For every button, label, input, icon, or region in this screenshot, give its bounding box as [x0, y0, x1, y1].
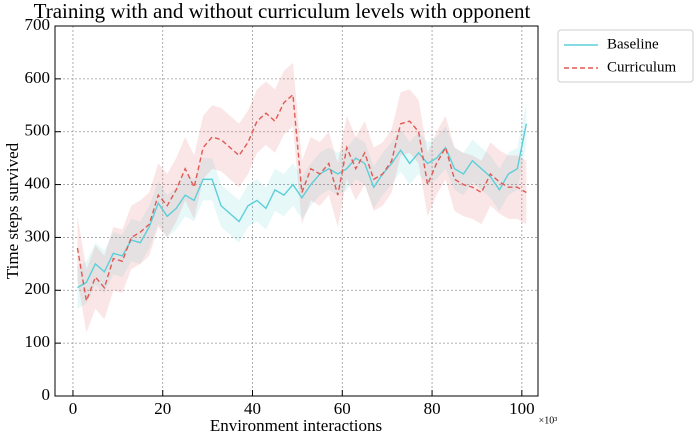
y-tick-label: 200	[25, 279, 51, 298]
y-tick-label: 400	[25, 173, 51, 192]
x-tick-label: 100	[509, 399, 535, 418]
chart-title: Training with and without curriculum lev…	[34, 0, 531, 23]
legend: Baseline Curriculum	[557, 29, 694, 83]
legend-box	[557, 29, 694, 83]
plot-frame	[54, 25, 539, 397]
y-tick-label: 0	[42, 385, 51, 404]
y-tick-label: 300	[25, 226, 51, 245]
x-tick-label: 60	[334, 399, 351, 418]
x-tick-label: 0	[69, 399, 78, 418]
y-tick-label: 700	[25, 15, 51, 34]
error-band	[77, 102, 527, 309]
y-tick-label: 100	[25, 332, 51, 351]
x-offset-label: ×10³	[539, 415, 558, 426]
series-line	[77, 123, 528, 289]
legend-label: Curriculum	[607, 59, 676, 75]
legend-label: Baseline	[607, 36, 659, 52]
x-axis-label: Environment interactions	[210, 416, 382, 435]
series-line	[76, 93, 527, 304]
x-tick-label: 40	[244, 399, 261, 418]
y-tick-label: 500	[25, 121, 51, 140]
y-tick-label: 600	[25, 68, 51, 87]
x-tick-label: 20	[154, 399, 171, 418]
y-axis-label: Time steps survived	[3, 142, 22, 279]
x-tick-label: 80	[424, 399, 441, 418]
